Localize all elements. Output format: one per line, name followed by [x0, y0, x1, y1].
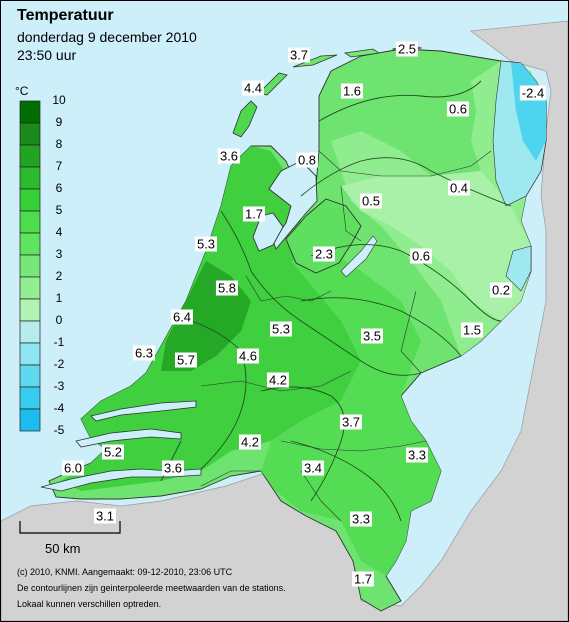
legend-tick-label: 4	[55, 225, 63, 239]
footer-note: De contourlijnen zijn geinterpoleerde me…	[17, 583, 286, 593]
legend-swatch	[19, 408, 41, 432]
temperature-label: 4.4	[241, 80, 265, 96]
temperature-label: 3.4	[301, 460, 325, 476]
scale-label: 50 km	[45, 541, 81, 556]
map-title: Temperatuur	[17, 7, 114, 24]
temperature-label: 0.6	[446, 101, 470, 117]
island-ameland	[343, 48, 381, 58]
legend-swatch	[19, 100, 41, 124]
legend-tick-label: 9	[55, 115, 63, 129]
temperature-label: 0.4	[447, 180, 471, 196]
temperature-label: 3.5	[360, 328, 384, 344]
legend-swatch	[19, 122, 41, 146]
temperature-label: 5.8	[215, 280, 239, 296]
water-westerschelde	[40, 468, 202, 492]
legend-tick-label: -1	[53, 335, 65, 349]
legend-tick-label: 0	[55, 313, 63, 327]
legend-tick-label: 7	[55, 159, 63, 173]
temperature-label: 0.8	[295, 152, 319, 168]
temperature-label: 5.7	[174, 352, 198, 368]
map-time: 23:50 uur	[17, 47, 77, 63]
footer-disclaimer: Lokaal kunnen verschillen optreden.	[17, 599, 162, 609]
temperature-label: 3.7	[339, 414, 363, 430]
legend-tick-label: -5	[53, 423, 65, 437]
legend-swatch	[19, 342, 41, 366]
map-date: donderdag 9 december 2010	[17, 29, 197, 45]
legend-tick-label: 10	[52, 93, 66, 107]
legend-tick-label: 8	[55, 137, 63, 151]
legend-tick-label: -3	[53, 379, 65, 393]
legend-swatch	[19, 210, 41, 234]
legend-swatch	[19, 364, 41, 388]
scale-bar	[19, 521, 121, 534]
water-grevelingen	[90, 400, 197, 422]
temperature-label: 3.6	[217, 148, 241, 164]
temperature-label: 1.7	[351, 571, 375, 587]
flevoland	[285, 198, 362, 274]
legend-unit: °C	[15, 84, 29, 98]
legend-tick-label: -2	[53, 357, 65, 371]
temperature-label: 4.2	[266, 372, 290, 388]
province-borders	[200, 150, 492, 522]
legend-swatch	[19, 320, 41, 344]
temperature-label: 0.2	[489, 282, 513, 298]
island-terschelling	[292, 54, 338, 68]
island-vlieland	[258, 72, 288, 96]
temperature-label: 1.7	[242, 206, 266, 222]
zone-interior-warm	[261, 251, 441, 576]
legend-swatch	[19, 144, 41, 168]
island-texel	[232, 100, 258, 138]
temperature-label: 3.7	[287, 47, 311, 63]
temperature-label: 2.5	[395, 41, 419, 57]
legend-tick-label: 3	[55, 247, 63, 261]
legend-swatch	[19, 232, 41, 256]
legend-tick-label: -4	[53, 401, 65, 415]
temperature-label: 3.6	[161, 460, 185, 476]
temperature-label: 4.2	[238, 434, 262, 450]
temperature-label: -2.4	[519, 85, 547, 101]
lake-markermeer	[252, 212, 284, 252]
temperature-label: 6.3	[132, 345, 156, 361]
temperature-label: 1.6	[340, 83, 364, 99]
legend-swatch	[19, 166, 41, 190]
temperature-label: 4.6	[236, 348, 260, 364]
temperature-label: 6.4	[170, 309, 194, 325]
temperature-label: 2.3	[312, 246, 336, 262]
legend-colorbar	[19, 100, 41, 432]
legend-tick-label: 6	[55, 181, 63, 195]
legend-swatch	[19, 386, 41, 410]
water-oosterschelde	[75, 428, 182, 448]
zone-cold-east	[505, 245, 532, 292]
legend-tick-label: 1	[55, 291, 63, 305]
lake-veluwemeer	[340, 235, 378, 278]
temperature-label: 3.3	[349, 511, 373, 527]
temperature-label: 0.6	[409, 248, 433, 264]
legend-swatch	[19, 298, 41, 322]
legend-swatch	[19, 276, 41, 300]
zone-east-lightest	[341, 171, 531, 321]
temperature-label: 0.5	[359, 193, 383, 209]
legend-tick-label: 5	[55, 203, 63, 217]
temperature-label: 1.5	[460, 322, 484, 338]
temperature-label: 5.3	[194, 236, 218, 252]
temperature-label: 3.3	[405, 447, 429, 463]
legend-tick-label: 2	[55, 269, 63, 283]
temperature-label: 6.0	[61, 460, 85, 476]
footer-copyright: (c) 2010, KNMI. Aangemaakt: 09-12-2010, …	[17, 567, 233, 577]
temperature-label: 3.1	[93, 508, 117, 524]
temperature-label: 5.2	[101, 444, 125, 460]
temperature-label: 5.3	[269, 321, 293, 337]
legend-swatch	[19, 188, 41, 212]
legend-swatch	[19, 254, 41, 278]
